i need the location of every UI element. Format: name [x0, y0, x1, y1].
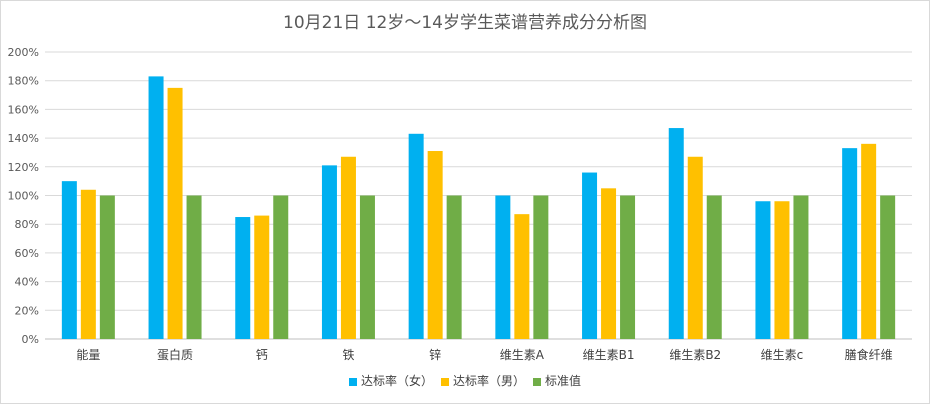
bar — [427, 151, 443, 339]
y-tick-label: 0% — [22, 333, 39, 346]
bar — [99, 195, 115, 339]
bar — [880, 195, 896, 339]
bar — [774, 201, 790, 339]
legend-label: 标准值 — [545, 374, 582, 388]
y-tick-label: 200% — [8, 46, 39, 59]
bar — [408, 133, 424, 339]
x-axis-categories: 能量 蛋白质 钙 铁 锌 维生素A 维生素B1 维生素B2 维生素c 膳食纤维 — [76, 347, 892, 362]
x-category-label: 膳食纤维 — [845, 347, 893, 362]
y-tick-label: 40% — [15, 276, 39, 289]
legend-label: 达标率（女） — [360, 374, 433, 388]
y-tick-label: 180% — [8, 75, 39, 88]
bar — [340, 156, 356, 339]
x-category-label: 蛋白质 — [157, 347, 193, 362]
chart-title: 10月21日 12岁～14岁学生菜谱营养成分分析图 — [283, 13, 647, 33]
bar — [861, 143, 877, 339]
bar — [533, 195, 549, 339]
x-category-label: 能量 — [76, 348, 100, 362]
x-category-label: 铁 — [342, 348, 354, 362]
x-category-label: 锌 — [429, 348, 441, 362]
legend-item: 标准值 — [533, 372, 581, 389]
bar — [186, 195, 202, 339]
legend-swatch — [440, 377, 449, 386]
bar — [80, 189, 96, 339]
x-category-label: 维生素B1 — [583, 348, 635, 362]
y-tick-label: 100% — [8, 190, 39, 203]
bar — [620, 195, 636, 339]
bar — [514, 214, 530, 339]
bar — [706, 195, 722, 339]
legend-item: 达标率（男） — [440, 372, 525, 389]
legend-item: 达标率（女） — [348, 372, 433, 389]
legend-swatch — [348, 377, 357, 386]
x-category-label: 钙 — [256, 348, 268, 362]
x-category-label: 维生素B2 — [669, 348, 721, 362]
bar — [235, 217, 251, 339]
legend: 达标率（女） 达标率（男） 标准值 — [0, 372, 930, 389]
bars — [61, 76, 896, 340]
x-category-label: 维生素A — [500, 348, 545, 362]
bar — [148, 76, 164, 340]
y-tick-label: 60% — [15, 247, 39, 260]
bar — [359, 195, 375, 339]
y-tick-label: 80% — [15, 218, 39, 231]
x-category-label: 维生素c — [761, 348, 804, 362]
bar — [582, 172, 598, 339]
bar — [273, 195, 289, 339]
bar — [495, 195, 511, 339]
y-tick-label: 160% — [8, 103, 39, 116]
bar — [755, 201, 771, 339]
bar — [254, 215, 270, 339]
legend-swatch — [533, 377, 541, 386]
bar — [601, 188, 617, 339]
bar — [61, 181, 77, 339]
bar — [668, 128, 684, 339]
bar — [842, 148, 858, 339]
y-tick-label: 120% — [8, 161, 39, 174]
bar — [167, 87, 183, 339]
y-axis-ticks: 0% 20% 40% 60% 80% 100% 120% 140% 160% 180% 200% — [8, 46, 39, 346]
bar — [793, 195, 809, 339]
y-tick-label: 20% — [15, 304, 39, 317]
bar — [687, 156, 703, 339]
bar — [446, 195, 462, 339]
legend-label: 达标率（男） — [452, 374, 525, 388]
y-tick-label: 140% — [8, 132, 39, 145]
bar — [321, 165, 337, 339]
